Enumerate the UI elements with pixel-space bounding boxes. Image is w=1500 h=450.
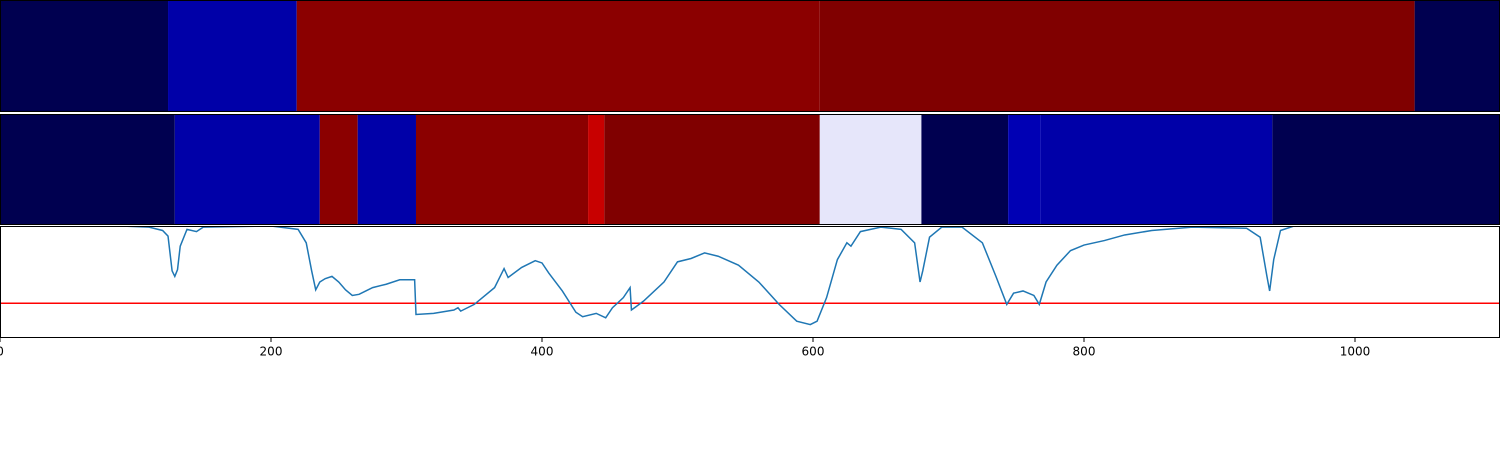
segment [0, 0, 169, 112]
data-line [0, 226, 1500, 326]
segment [1008, 114, 1041, 225]
segment [296, 0, 820, 112]
x-tick-label: 800 [1073, 345, 1096, 359]
segment [174, 114, 320, 225]
x-tick-label: 600 [802, 345, 825, 359]
segment [1040, 114, 1273, 225]
panel [0, 226, 1500, 326]
segment [819, 114, 922, 225]
segment [357, 114, 416, 225]
segment [604, 114, 820, 225]
x-tick-label: 400 [531, 345, 554, 359]
panel [0, 114, 1500, 225]
segment [588, 114, 605, 225]
segment [819, 0, 1415, 112]
segment [415, 114, 589, 225]
x-tick-label: 0 [0, 345, 4, 359]
x-tick-label: 1000 [1340, 345, 1371, 359]
segment [319, 114, 358, 225]
panel-frame [0, 226, 1500, 338]
x-tick-label: 200 [260, 345, 283, 359]
segment [0, 114, 175, 225]
panel [0, 0, 1500, 112]
segment [921, 114, 1009, 225]
segment [1414, 0, 1500, 112]
segment [168, 0, 297, 112]
segment [1272, 114, 1500, 225]
